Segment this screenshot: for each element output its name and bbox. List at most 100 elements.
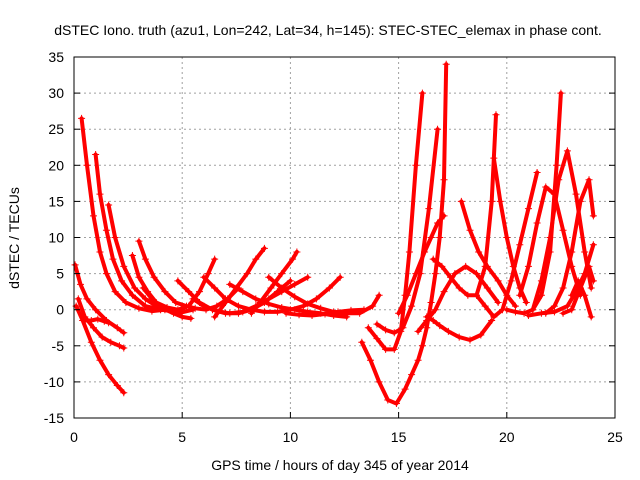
data-point: [256, 298, 264, 306]
data-point: [83, 161, 91, 169]
data-point: [81, 317, 89, 325]
data-point: [421, 248, 429, 256]
data-point: [221, 298, 229, 306]
data-point: [76, 280, 84, 288]
data-point: [442, 60, 450, 68]
data-point: [466, 336, 474, 344]
data-point: [187, 314, 195, 322]
y-tick-label: -15: [44, 410, 64, 426]
data-point: [211, 313, 219, 321]
data-point: [488, 197, 496, 205]
data-point: [464, 291, 472, 299]
data-point: [369, 302, 377, 310]
data-point: [511, 308, 519, 316]
data-point: [111, 234, 119, 241]
data-point: [139, 284, 147, 292]
data-point: [183, 302, 191, 310]
data-point: [113, 382, 121, 390]
data-point: [120, 344, 128, 352]
data-point: [429, 317, 437, 325]
data-point: [278, 270, 286, 278]
series-arc9: [135, 237, 242, 314]
data-point: [289, 255, 297, 263]
data-point: [542, 183, 550, 191]
data-point: [107, 338, 115, 346]
data-point: [436, 322, 444, 330]
data-point: [375, 378, 383, 386]
data-point: [189, 295, 197, 303]
data-point: [185, 288, 193, 296]
data-point: [267, 284, 275, 292]
y-tick-label: 15: [48, 193, 64, 209]
data-point: [96, 248, 104, 256]
data-point: [563, 147, 571, 155]
data-point: [403, 291, 411, 299]
data-point: [141, 255, 149, 263]
series-trace: [201, 275, 343, 314]
data-point: [440, 212, 448, 220]
y-tick-label: 30: [48, 85, 64, 101]
data-point: [568, 306, 576, 314]
data-point: [494, 298, 502, 306]
data-point: [304, 273, 312, 281]
data-point: [572, 190, 580, 198]
data-point: [118, 277, 126, 285]
data-point: [128, 291, 136, 299]
data-point: [438, 262, 446, 270]
data-point: [102, 226, 110, 234]
data-point: [252, 295, 260, 303]
data-point: [481, 302, 489, 310]
series-arc19: [358, 60, 450, 408]
data-point: [109, 255, 117, 263]
data-point: [423, 313, 431, 321]
data-point: [234, 302, 242, 310]
series-trace: [79, 116, 195, 316]
data-point: [475, 248, 483, 256]
series-trace: [474, 170, 540, 319]
data-point: [427, 298, 435, 306]
data-point: [291, 293, 299, 301]
data-point: [431, 270, 439, 278]
y-tick-label: 35: [48, 49, 64, 65]
series-arc35: [568, 277, 595, 321]
data-point: [503, 234, 511, 241]
data-point: [204, 270, 212, 278]
data-point: [589, 277, 597, 285]
data-point: [405, 248, 413, 256]
data-point: [462, 262, 470, 270]
data-point: [559, 284, 567, 292]
data-point: [447, 273, 455, 281]
series-arc21: [373, 125, 442, 337]
data-point: [135, 304, 143, 312]
data-point: [321, 310, 329, 318]
data-point: [537, 277, 545, 285]
data-point: [159, 304, 167, 312]
data-point: [473, 291, 481, 299]
data-point: [105, 371, 113, 379]
data-point: [375, 291, 383, 299]
data-point: [247, 309, 255, 317]
data-point: [360, 306, 368, 314]
series-arc31: [529, 147, 595, 314]
series-arc6: [74, 295, 128, 352]
data-point: [252, 255, 260, 263]
x-tick-label: 0: [70, 429, 78, 445]
data-point: [92, 150, 100, 158]
data-point: [282, 309, 290, 317]
data-point: [174, 306, 182, 314]
data-point: [568, 291, 576, 299]
data-point: [120, 329, 128, 337]
data-point: [174, 277, 182, 285]
data-point: [373, 335, 381, 343]
y-tick-label: 0: [56, 302, 64, 318]
data-point: [347, 306, 355, 314]
grid-lines: [74, 57, 615, 418]
data-point: [317, 304, 325, 312]
data-point: [390, 329, 398, 337]
data-point: [325, 284, 333, 292]
data-point: [585, 176, 593, 184]
y-tick-label: -5: [52, 338, 65, 354]
data-point: [358, 338, 366, 346]
data-point: [529, 306, 537, 314]
